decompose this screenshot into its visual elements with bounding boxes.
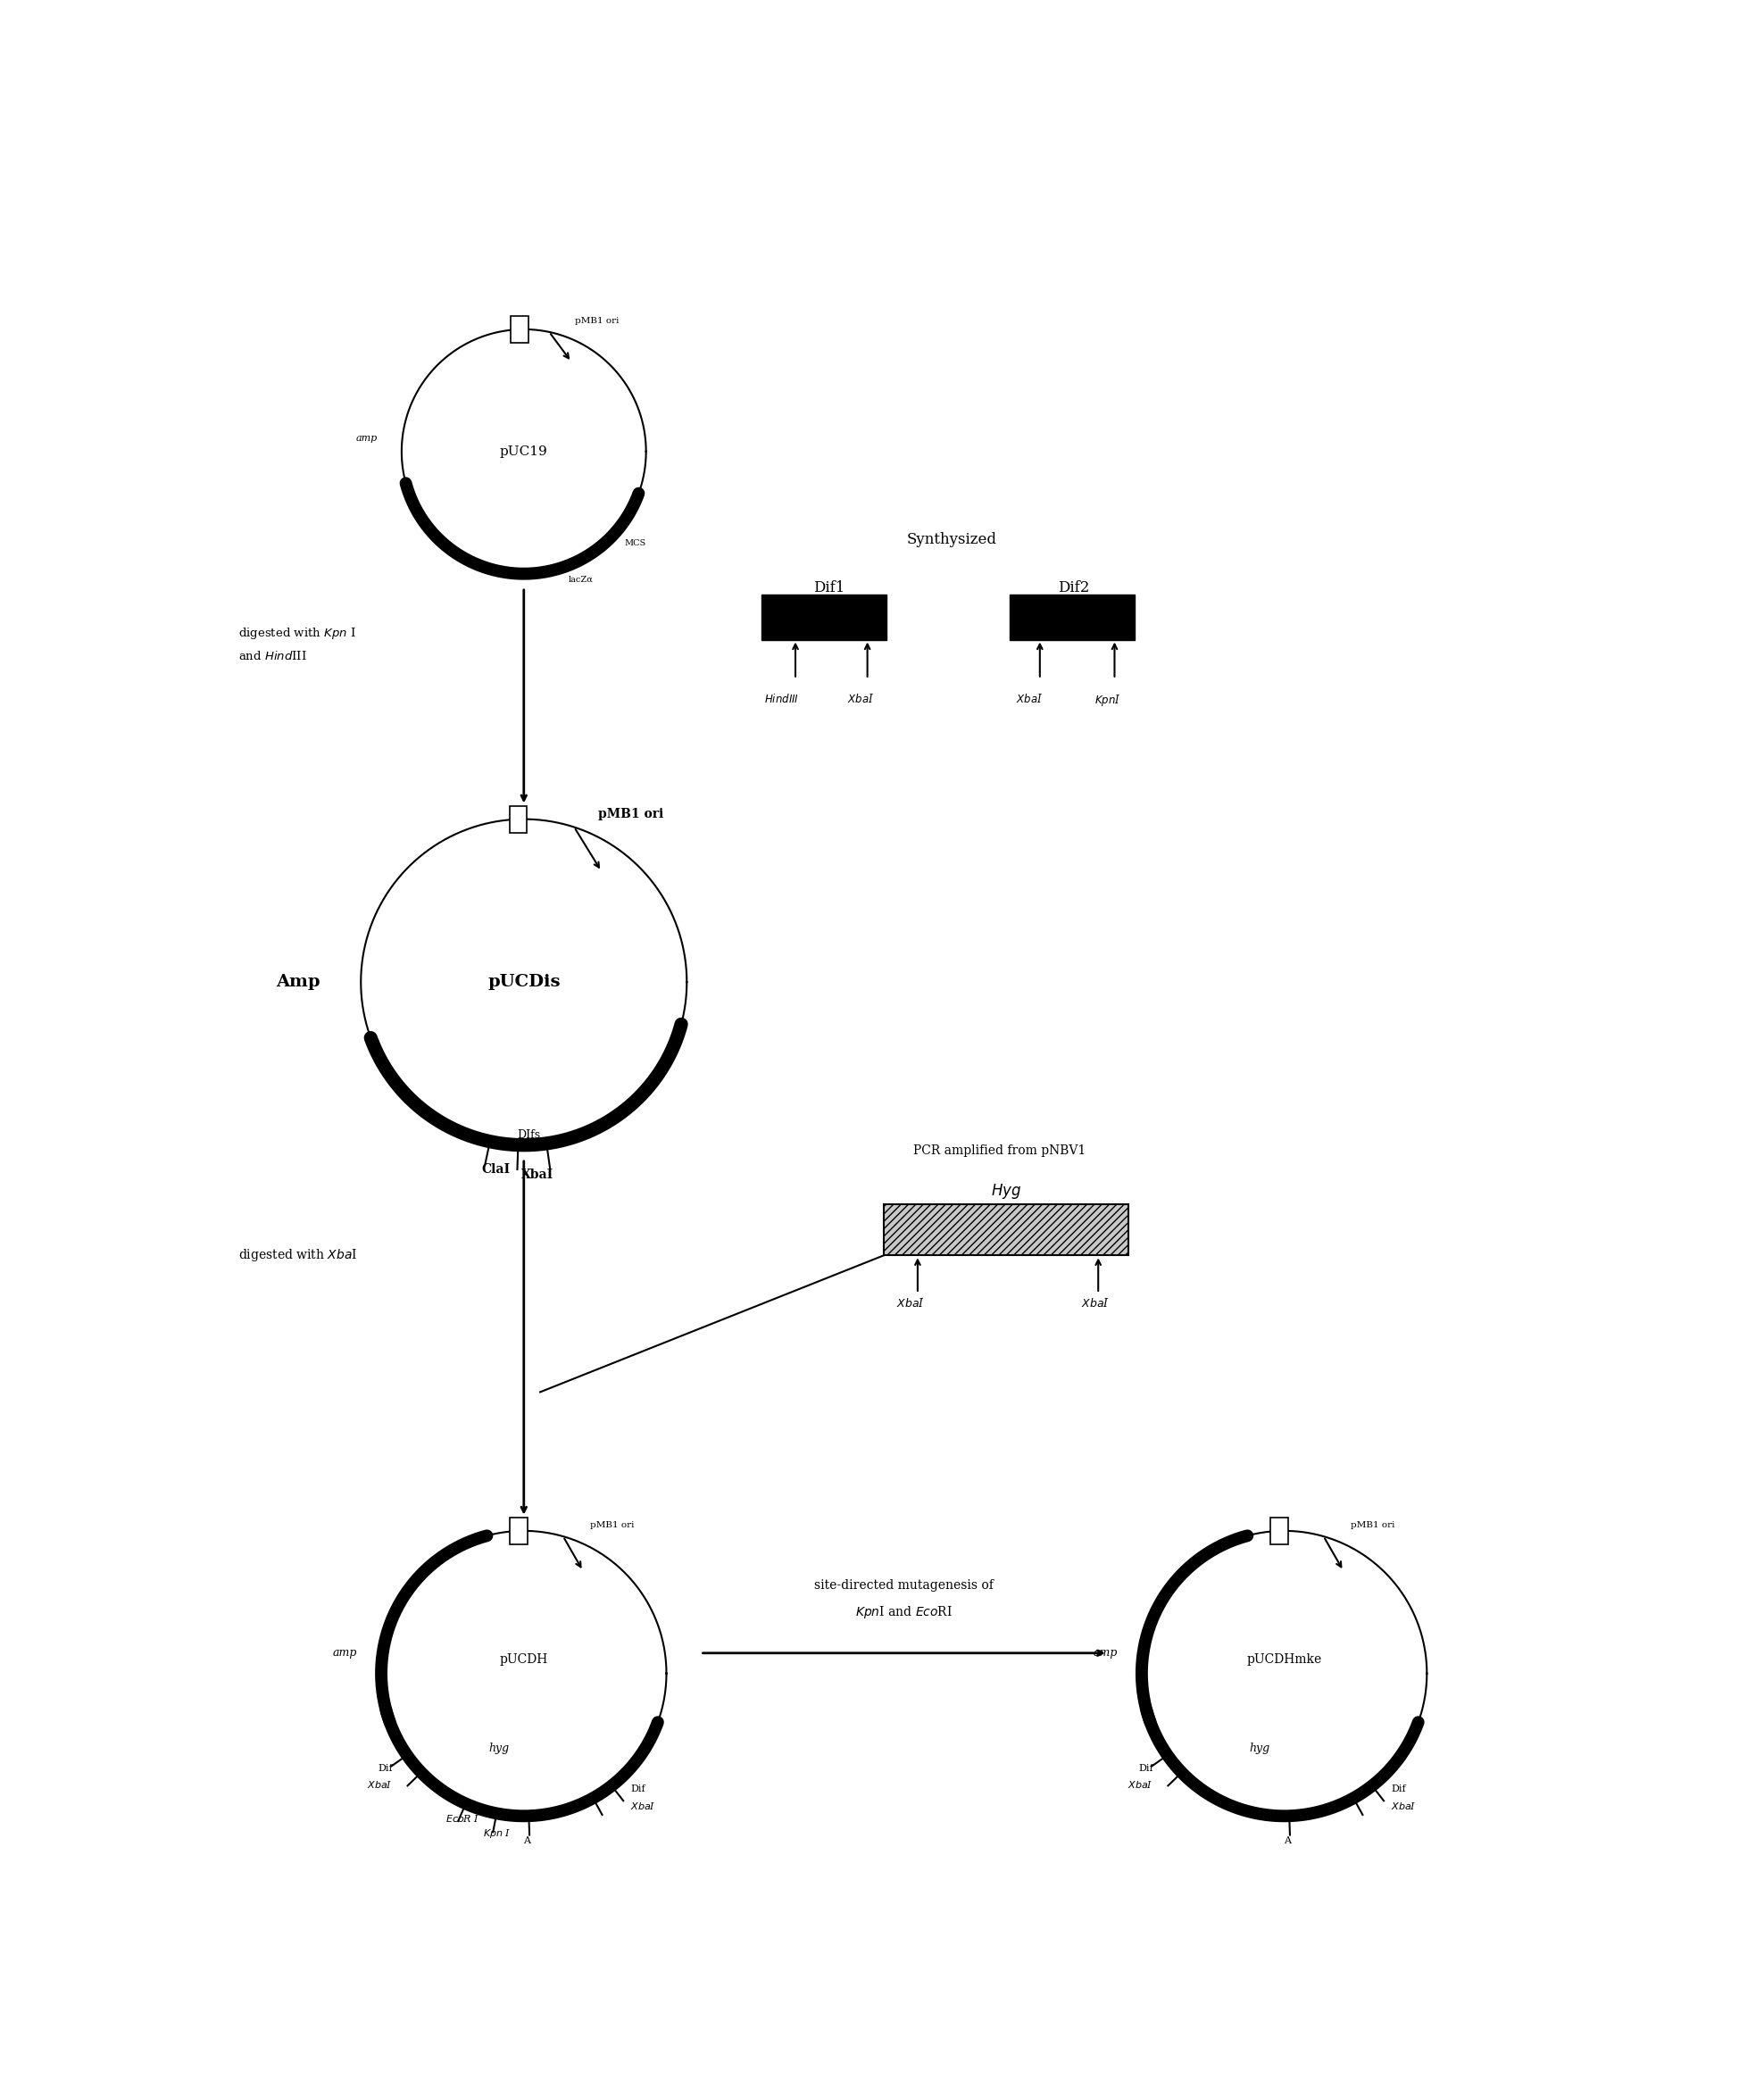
Text: PCR amplified from pNBV1: PCR amplified from pNBV1 xyxy=(912,1144,1085,1157)
Text: $Kpn$I and $Eco$RI: $Kpn$I and $Eco$RI xyxy=(856,1604,953,1620)
Text: $Xba$I: $Xba$I xyxy=(1016,693,1043,706)
Text: $Xba$I: $Xba$I xyxy=(1081,1297,1110,1309)
Text: A: A xyxy=(1284,1835,1291,1846)
Text: amp: amp xyxy=(356,434,377,443)
Text: $Xba$I: $Xba$I xyxy=(896,1297,924,1309)
Text: hyg: hyg xyxy=(1249,1741,1270,1754)
Text: $Eco$R I: $Eco$R I xyxy=(446,1812,480,1823)
Text: pMB1 ori: pMB1 ori xyxy=(575,317,619,326)
FancyBboxPatch shape xyxy=(510,806,527,833)
FancyBboxPatch shape xyxy=(510,1518,527,1545)
Text: $Xba$I: $Xba$I xyxy=(847,693,873,706)
Text: Amp: Amp xyxy=(275,975,319,990)
Text: digested with $Xba$I: digested with $Xba$I xyxy=(238,1247,358,1263)
Text: site-directed mutagenesis of: site-directed mutagenesis of xyxy=(815,1579,993,1591)
Text: MCS: MCS xyxy=(624,539,646,547)
Text: Dif1: Dif1 xyxy=(813,580,845,595)
Text: pUC19: pUC19 xyxy=(499,445,549,457)
Bar xyxy=(762,595,886,639)
Text: ClaI: ClaI xyxy=(482,1163,510,1176)
Text: amp: amp xyxy=(1094,1647,1117,1658)
Text: and $Hind$III: and $Hind$III xyxy=(238,649,307,662)
Text: DIfs: DIfs xyxy=(517,1130,542,1140)
Text: $Hyg$: $Hyg$ xyxy=(991,1182,1021,1201)
Text: Dif: Dif xyxy=(1390,1785,1406,1794)
Text: pMB1 ori: pMB1 ori xyxy=(598,808,663,821)
Text: pMB1 ori: pMB1 ori xyxy=(1349,1522,1394,1531)
Text: digested with $Kpn$ I: digested with $Kpn$ I xyxy=(238,626,356,641)
Text: $Xba$I: $Xba$I xyxy=(1127,1779,1154,1789)
Text: $Kpn$I: $Kpn$I xyxy=(1095,693,1120,708)
Text: Synthysized: Synthysized xyxy=(907,532,997,547)
Text: amp: amp xyxy=(332,1647,356,1658)
Text: pUCDHmke: pUCDHmke xyxy=(1247,1654,1321,1666)
Bar xyxy=(1011,595,1134,639)
Text: hyg: hyg xyxy=(489,1741,510,1754)
FancyBboxPatch shape xyxy=(512,315,529,342)
Text: Dif2: Dif2 xyxy=(1058,580,1090,595)
Text: Dif: Dif xyxy=(377,1764,393,1773)
Text: $HindIII$: $HindIII$ xyxy=(764,693,799,706)
Text: pUCDH: pUCDH xyxy=(499,1654,549,1666)
Text: $Kpn$ I: $Kpn$ I xyxy=(483,1827,512,1840)
FancyBboxPatch shape xyxy=(1270,1518,1288,1545)
Text: Dif: Dif xyxy=(630,1785,646,1794)
Text: pMB1 ori: pMB1 ori xyxy=(589,1522,633,1531)
Text: XbaI: XbaI xyxy=(520,1169,554,1182)
Text: lacZα: lacZα xyxy=(568,576,593,583)
Text: A: A xyxy=(524,1835,531,1846)
Text: $Xba$I: $Xba$I xyxy=(367,1779,393,1789)
Bar xyxy=(884,1205,1129,1255)
Text: $Xba$I: $Xba$I xyxy=(630,1800,656,1810)
Text: $Xba$I: $Xba$I xyxy=(1390,1800,1416,1810)
Text: pUCDis: pUCDis xyxy=(487,975,561,990)
Text: Dif: Dif xyxy=(1138,1764,1154,1773)
